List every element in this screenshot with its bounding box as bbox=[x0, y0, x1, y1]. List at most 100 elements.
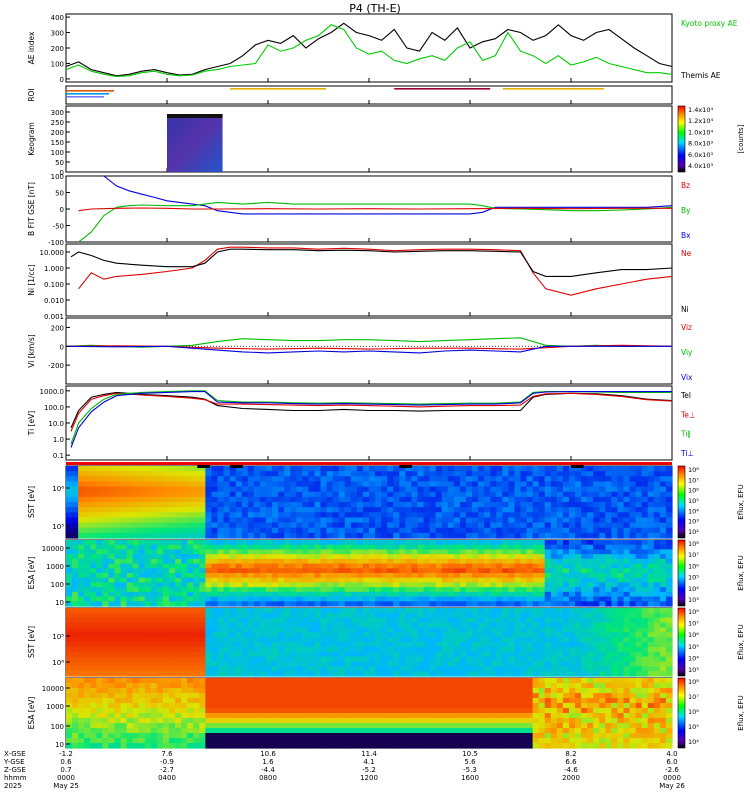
spectrogram-cell bbox=[533, 564, 540, 569]
spectrogram-cell bbox=[339, 738, 346, 744]
spectrogram-cell bbox=[266, 492, 273, 498]
spectrogram-cell bbox=[266, 728, 273, 734]
spectrogram-cell bbox=[66, 678, 73, 684]
spectrogram-cell bbox=[278, 471, 285, 477]
spectrogram-cell bbox=[187, 647, 194, 652]
spectrogram-cell bbox=[478, 540, 485, 545]
spectrogram-cell bbox=[611, 601, 618, 606]
spectrogram-cell bbox=[472, 601, 479, 606]
spectrogram-cell bbox=[599, 502, 606, 508]
spectrogram-cell bbox=[327, 533, 334, 539]
spectrogram-cell bbox=[224, 523, 231, 529]
spectrogram-cell bbox=[96, 466, 103, 472]
spectrogram-cell bbox=[363, 666, 370, 671]
spectrogram-cell bbox=[393, 637, 400, 642]
spectrogram-cell bbox=[496, 497, 503, 503]
spectrogram-cell bbox=[551, 627, 558, 632]
spectrogram-cell bbox=[327, 657, 334, 662]
spectrogram-cell bbox=[369, 647, 376, 652]
spectrogram-cell bbox=[102, 623, 109, 628]
spectrogram-cell bbox=[211, 642, 218, 647]
spectrogram-cell bbox=[454, 559, 461, 564]
spectrogram-cell bbox=[593, 578, 600, 583]
spectrogram-cell bbox=[90, 733, 97, 739]
spectrogram-cell bbox=[636, 507, 643, 513]
spectrogram-cell bbox=[254, 523, 261, 529]
spectrogram-cell bbox=[611, 559, 618, 564]
spectrogram-cell bbox=[466, 568, 473, 573]
spectrogram-cell bbox=[411, 587, 418, 592]
spectrogram-cell bbox=[175, 652, 182, 657]
spectrogram-cell bbox=[599, 618, 606, 623]
spectrogram-cell bbox=[266, 512, 273, 518]
spectrogram-cell bbox=[557, 592, 564, 597]
spectrogram-cell bbox=[72, 693, 79, 699]
spectrogram-cell bbox=[466, 618, 473, 623]
spectrogram-cell bbox=[308, 545, 315, 550]
spectrogram-cell bbox=[660, 533, 667, 539]
spectrogram-cell bbox=[496, 597, 503, 602]
spectrogram-cell bbox=[314, 652, 321, 657]
spectrogram-cell bbox=[108, 618, 115, 623]
spectrogram-cell bbox=[211, 693, 218, 699]
spectrogram-cell bbox=[151, 582, 158, 587]
spectrogram-cell bbox=[133, 678, 140, 684]
spectrogram-cell bbox=[369, 652, 376, 657]
spectrogram-cell bbox=[666, 661, 673, 666]
spectrogram-cell bbox=[436, 497, 443, 503]
spectrogram-cell bbox=[405, 637, 412, 642]
spectrogram-cell bbox=[205, 497, 212, 503]
spectrogram-cell bbox=[108, 573, 115, 578]
spectrogram-cell bbox=[478, 637, 485, 642]
spectrogram-cell bbox=[502, 642, 509, 647]
spectrogram-cell bbox=[260, 578, 267, 583]
spectrogram-cell bbox=[569, 597, 576, 602]
spectrogram-cell bbox=[248, 671, 255, 676]
spectrogram-cell bbox=[230, 568, 237, 573]
spectrogram-cell bbox=[575, 512, 582, 518]
spectrogram-cell bbox=[127, 466, 134, 472]
spectrogram-cell bbox=[375, 487, 382, 493]
spectrogram-cell bbox=[381, 597, 388, 602]
spectrogram-cell bbox=[593, 507, 600, 513]
spectrogram-cell bbox=[648, 578, 655, 583]
spectrogram-cell bbox=[472, 647, 479, 652]
spectrogram-cell bbox=[157, 708, 164, 714]
spectrogram-cell bbox=[660, 545, 667, 550]
spectrogram-cell bbox=[102, 587, 109, 592]
spectrogram-cell bbox=[417, 545, 424, 550]
spectrogram-cell bbox=[478, 632, 485, 637]
spectrogram-cell bbox=[617, 657, 624, 662]
spectrogram-cell bbox=[448, 528, 455, 534]
spectrogram-cell bbox=[205, 476, 212, 482]
spectrogram-cell bbox=[539, 487, 546, 493]
spectrogram-cell bbox=[266, 507, 273, 513]
spectrogram-cell bbox=[187, 564, 194, 569]
spectrogram-cell bbox=[666, 608, 673, 613]
spectrogram-cell bbox=[308, 568, 315, 573]
spectrogram-cell bbox=[490, 671, 497, 676]
spectrogram-cell bbox=[272, 487, 279, 493]
spectrogram-cell bbox=[242, 661, 249, 666]
spectrogram-cell bbox=[139, 533, 146, 539]
spectrogram-cell bbox=[399, 476, 406, 482]
spectrogram-cell bbox=[345, 523, 352, 529]
spectrogram-cell bbox=[248, 647, 255, 652]
spectrogram-cell bbox=[302, 698, 309, 704]
spectrogram-cell bbox=[387, 523, 394, 529]
spectrogram-cell bbox=[314, 471, 321, 477]
spectrogram-cell bbox=[351, 627, 358, 632]
spectrogram-cell bbox=[78, 597, 85, 602]
spectrogram-cell bbox=[630, 601, 637, 606]
spectrogram-cell bbox=[369, 559, 376, 564]
spectrogram-cell bbox=[78, 718, 85, 724]
spectrogram-cell bbox=[187, 568, 194, 573]
spectrogram-cell bbox=[224, 554, 231, 559]
spectrogram-cell bbox=[587, 608, 594, 613]
spectrogram-cell bbox=[72, 573, 79, 578]
spectrogram-cell bbox=[133, 632, 140, 637]
spectrogram-cell bbox=[417, 507, 424, 513]
spectrogram-cell bbox=[569, 578, 576, 583]
spectrogram-cell bbox=[454, 582, 461, 587]
spectrogram-cell bbox=[448, 523, 455, 529]
